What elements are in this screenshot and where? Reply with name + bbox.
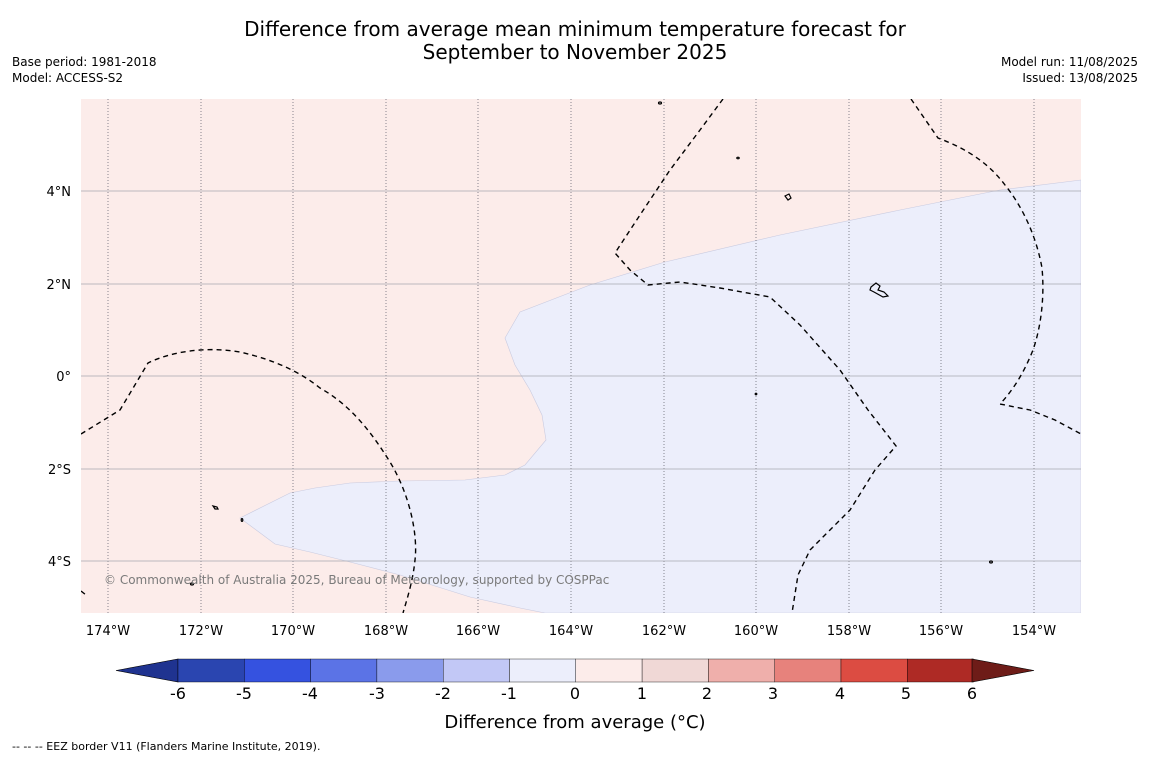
colorbar-tick: -5 (236, 684, 252, 703)
island-6 (240, 517, 244, 522)
lon-label-162w: 162°W (642, 624, 686, 639)
island-7 (189, 582, 195, 586)
colorbar-tick: -3 (369, 684, 385, 703)
model-run-text: Model run: 11/08/2025 (1000, 55, 1138, 69)
colorbar-bin (575, 658, 643, 683)
colorbar-tick: 2 (702, 684, 712, 703)
eez-footnote: -- -- -- EEZ border V11 (Flanders Marine… (12, 740, 321, 753)
lon-label-172w: 172°W (179, 624, 223, 639)
colorbar-bin (177, 658, 245, 683)
colorbar-tick: 5 (901, 684, 911, 703)
colorbar-tick: 0 (570, 684, 580, 703)
lon-label-168w: 168°W (364, 624, 408, 639)
colorbar-bin (641, 658, 709, 683)
lon-label-156w: 156°W (919, 624, 963, 639)
lat-label-2s: 2°S (48, 463, 71, 478)
graticule-parallels (81, 190, 1081, 562)
eez-border-sw-fragment (81, 590, 87, 596)
colorbar-bin (840, 658, 908, 683)
lon-label-170w: 170°W (271, 624, 315, 639)
title-line-2: September to November 2025 (422, 40, 728, 64)
lon-label-166w: 166°W (456, 624, 500, 639)
lon-label-158w: 158°W (827, 624, 871, 639)
eez-border-west (81, 348, 417, 613)
colorbar-tick: -4 (302, 684, 318, 703)
island-5 (211, 505, 219, 510)
colorbar-tick-labels: -6 -5 -4 -3 -2 -1 0 1 2 3 4 5 6 (170, 684, 977, 703)
island-1 (657, 101, 663, 105)
colorbar-bin (708, 658, 775, 683)
island-8 (988, 560, 993, 564)
island-kiritimati (869, 282, 890, 298)
issued-text: Issued: 13/08/2025 (1022, 71, 1138, 85)
lat-label-4n: 4°N (47, 185, 72, 200)
colorbar-extend-high (971, 658, 1035, 683)
colorbar-bin (509, 658, 577, 683)
island-4 (754, 392, 758, 396)
title-line-1: Difference from average mean minimum tem… (244, 17, 906, 41)
colorbar-bin (244, 658, 311, 683)
latitude-labels: 4°N 2°N 0° 2°S 4°S (47, 185, 72, 570)
meta-left: Base period: 1981-2018 Model: ACCESS-S2 (12, 54, 157, 86)
lon-label-174w: 174°W (86, 624, 130, 639)
model-text: Model: ACCESS-S2 (12, 71, 124, 85)
colorbar-tick: 1 (637, 684, 647, 703)
colorbar-bin (907, 658, 974, 683)
lon-label-164w: 164°W (549, 624, 593, 639)
map-title: Difference from average mean minimum tem… (0, 18, 1150, 64)
island-3 (784, 193, 792, 201)
base-period-text: Base period: 1981-2018 (12, 55, 157, 69)
copyright-text: © Commonwealth of Australia 2025, Bureau… (104, 573, 609, 587)
colorbar-bin (774, 658, 842, 683)
islands (189, 101, 993, 586)
colorbar-tick: 3 (768, 684, 778, 703)
colorbar-tick: -2 (435, 684, 451, 703)
colorbar-tick: 6 (967, 684, 977, 703)
lat-label-2n: 2°N (47, 278, 72, 293)
lat-label-4s: 4°S (48, 555, 71, 570)
map-area: © Commonwealth of Australia 2025, Bureau… (81, 99, 1081, 613)
lat-label-0: 0° (56, 370, 71, 385)
meta-right: Model run: 11/08/2025 Issued: 13/08/2025 (1001, 54, 1138, 86)
colorbar-bin (376, 658, 444, 683)
colorbar-title: Difference from average (°C) (444, 712, 705, 733)
colorbar-bin (310, 658, 378, 683)
colorbar-tick: 4 (835, 684, 845, 703)
eez-border-central (614, 99, 897, 613)
colorbar-tick: -6 (170, 684, 186, 703)
colorbar-extend-low (115, 658, 179, 683)
colorbar: -6 -5 -4 -3 -2 -1 0 1 2 3 4 5 6 Differen… (115, 658, 1035, 733)
island-2 (736, 156, 740, 160)
colorbar-tick: -1 (501, 684, 517, 703)
colorbar-bin (443, 658, 510, 683)
lon-label-160w: 160°W (734, 624, 778, 639)
longitude-labels: 174°W 172°W 170°W 168°W 166°W 164°W 162°… (86, 624, 1056, 639)
eez-borders (81, 99, 1081, 613)
eez-border-east (910, 99, 1081, 435)
lon-label-154w: 154°W (1012, 624, 1056, 639)
